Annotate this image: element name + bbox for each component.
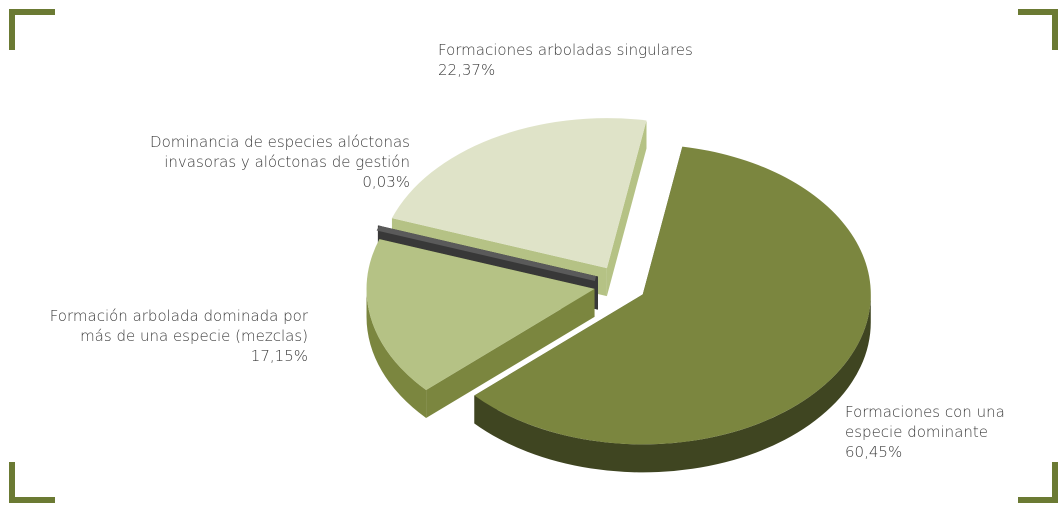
corner xyxy=(1018,462,1058,503)
label-value: 60,45% xyxy=(845,443,903,461)
label-name: Formaciones con una especie dominante xyxy=(845,403,1005,441)
slice-side xyxy=(366,288,427,418)
slice-face xyxy=(606,120,647,297)
slice-face xyxy=(426,288,595,418)
corner xyxy=(1018,9,1058,50)
label-3: Formaciones arboladas singulares 22,37% xyxy=(438,40,758,80)
label-value: 0,03% xyxy=(362,173,410,191)
slice xyxy=(376,225,597,281)
label-2: Dominancia de especies alóctonas invasor… xyxy=(118,132,410,192)
corner xyxy=(9,462,55,503)
corner-brackets xyxy=(9,9,1058,503)
slice xyxy=(474,146,871,445)
label-value: 22,37% xyxy=(438,61,496,79)
slice xyxy=(366,239,595,390)
label-name: Formaciones arboladas singulares xyxy=(438,41,693,59)
label-0: Formaciones con una especie dominante 60,… xyxy=(845,402,1045,462)
label-name: Dominancia de especies alóctonas invasor… xyxy=(150,133,410,171)
label-value: 17,15% xyxy=(250,347,308,365)
slice-side xyxy=(474,294,871,473)
label-1: Formación arbolada dominada por más de u… xyxy=(18,306,308,366)
corner xyxy=(9,9,55,50)
label-name: Formación arbolada dominada por más de u… xyxy=(49,307,308,345)
slice xyxy=(391,118,647,269)
